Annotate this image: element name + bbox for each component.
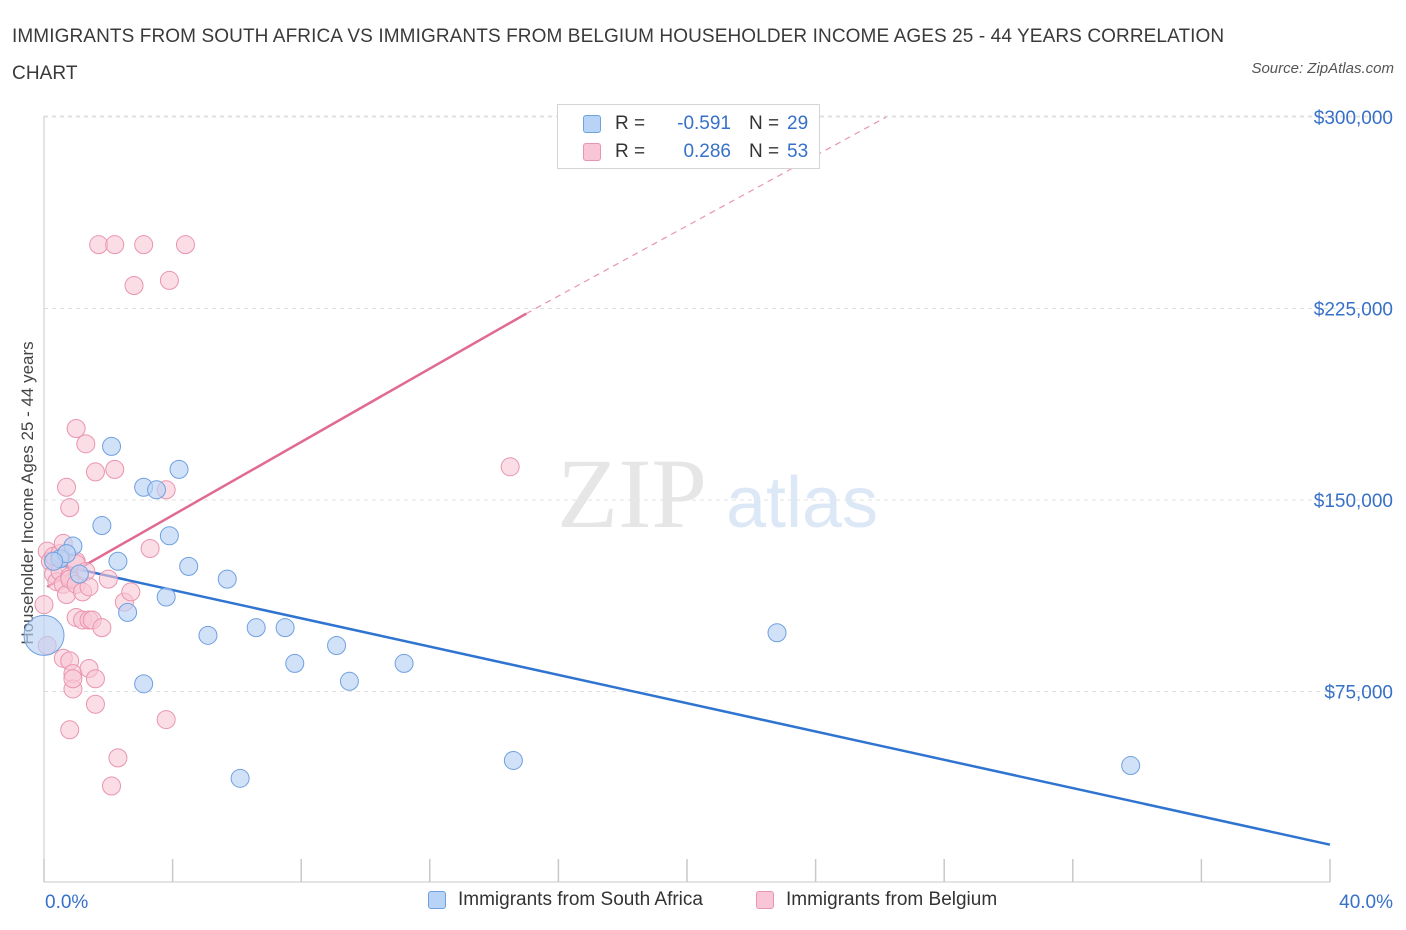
- south-africa-point: [102, 436, 122, 456]
- belgium-legend-label: Immigrants from Belgium: [786, 889, 998, 910]
- legend-n-label: N =: [749, 141, 780, 162]
- south-africa-point: [285, 653, 305, 673]
- south-africa-point: [169, 459, 189, 479]
- source-label: Source: ZipAtlas.com: [1251, 60, 1394, 77]
- legend-r-label: R =: [615, 141, 646, 162]
- south-africa-point: [44, 551, 64, 571]
- belgium-legend-swatch: [756, 891, 774, 909]
- south-africa-point: [198, 625, 218, 645]
- series-legend-south-africa: Immigrants from South Africa: [428, 889, 703, 911]
- belgium-trend-line: [46, 312, 527, 588]
- legend-r-value: -0.591: [677, 113, 731, 134]
- south-africa-point: [1121, 756, 1141, 776]
- south-africa-point: [69, 564, 89, 584]
- x-tick-label: 0.0%: [45, 892, 88, 913]
- south-africa-trend-line: [53, 562, 1331, 846]
- south-africa-legend-label: Immigrants from South Africa: [458, 889, 703, 910]
- south-africa-point: [118, 602, 138, 622]
- south-africa-point: [503, 750, 523, 770]
- belgium-point: [34, 595, 54, 615]
- legend-r-value: 0.286: [683, 141, 731, 162]
- south-africa-swatch: [583, 115, 601, 133]
- belgium-point: [159, 270, 179, 290]
- belgium-point: [60, 720, 80, 740]
- y-tick-label: $75,000: [1324, 683, 1393, 704]
- series-legend-belgium: Immigrants from Belgium: [756, 889, 997, 911]
- y-tick-label: $300,000: [1314, 108, 1393, 129]
- belgium-point: [66, 419, 86, 439]
- south-africa-point: [108, 551, 128, 571]
- watermark-atlas: atlas: [726, 463, 878, 543]
- belgium-point: [105, 235, 125, 255]
- chart-title: IMMIGRANTS FROM SOUTH AFRICA VS IMMIGRAN…: [12, 26, 1225, 84]
- south-africa-point: [339, 671, 359, 691]
- trend-lines: [46, 116, 1331, 846]
- belgium-point: [85, 669, 105, 689]
- belgium-point: [60, 498, 80, 518]
- south-africa-point: [179, 556, 199, 576]
- legend-row-south-africa: R = -0.591 N = 29: [583, 111, 808, 137]
- belgium-point: [124, 276, 144, 296]
- belgium-point: [134, 235, 154, 255]
- legend-row-belgium: R = 0.286 N = 53: [583, 139, 808, 165]
- belgium-point: [57, 477, 77, 497]
- legend-n-value: 53: [787, 141, 809, 162]
- south-africa-point: [23, 614, 65, 656]
- belgium-point: [76, 434, 96, 454]
- belgium-point: [98, 569, 118, 589]
- belgium-point: [102, 776, 122, 796]
- belgium-point: [63, 669, 83, 689]
- y-tick-label: $225,000: [1314, 300, 1393, 321]
- south-africa-point: [159, 526, 179, 546]
- watermark: ZIP atlas: [557, 438, 878, 549]
- south-africa-point: [767, 623, 787, 643]
- data-points: [23, 235, 1141, 796]
- south-africa-point: [246, 618, 266, 638]
- south-africa-point: [275, 618, 295, 638]
- tick-labels: $75,000 $150,000 $225,000 $300,000 0.0% 40.0%: [45, 108, 1393, 913]
- belgium-point: [500, 457, 520, 477]
- belgium-point: [140, 539, 160, 559]
- south-africa-point: [230, 768, 250, 788]
- belgium-swatch: [583, 143, 601, 161]
- belgium-point: [121, 582, 141, 602]
- south-africa-point: [217, 569, 237, 589]
- south-africa-legend-swatch: [428, 891, 446, 909]
- belgium-point: [89, 235, 109, 255]
- south-africa-point: [327, 636, 347, 656]
- axes: [43, 116, 1331, 883]
- belgium-point: [175, 235, 195, 255]
- belgium-trend-extension: [525, 116, 887, 315]
- watermark-zip: ZIP: [557, 438, 707, 549]
- y-tick-label: $150,000: [1314, 491, 1393, 512]
- belgium-point: [105, 459, 125, 479]
- belgium-point: [108, 748, 128, 768]
- legend-n-label: N =: [749, 113, 780, 134]
- south-africa-point: [92, 516, 112, 536]
- belgium-point: [79, 577, 99, 597]
- south-africa-point: [134, 674, 154, 694]
- legend-r-label: R =: [615, 113, 646, 134]
- south-africa-point: [394, 653, 414, 673]
- belgium-point: [85, 694, 105, 714]
- correlation-legend: R = -0.591 N = 29 R = 0.286 N = 53: [557, 104, 820, 169]
- belgium-point: [85, 462, 105, 482]
- belgium-point: [92, 618, 112, 638]
- south-africa-point: [156, 587, 176, 607]
- south-africa-point: [147, 480, 167, 500]
- x-tick-label: 40.0%: [1339, 892, 1393, 913]
- legend-n-value: 29: [787, 113, 809, 134]
- belgium-point: [156, 710, 176, 730]
